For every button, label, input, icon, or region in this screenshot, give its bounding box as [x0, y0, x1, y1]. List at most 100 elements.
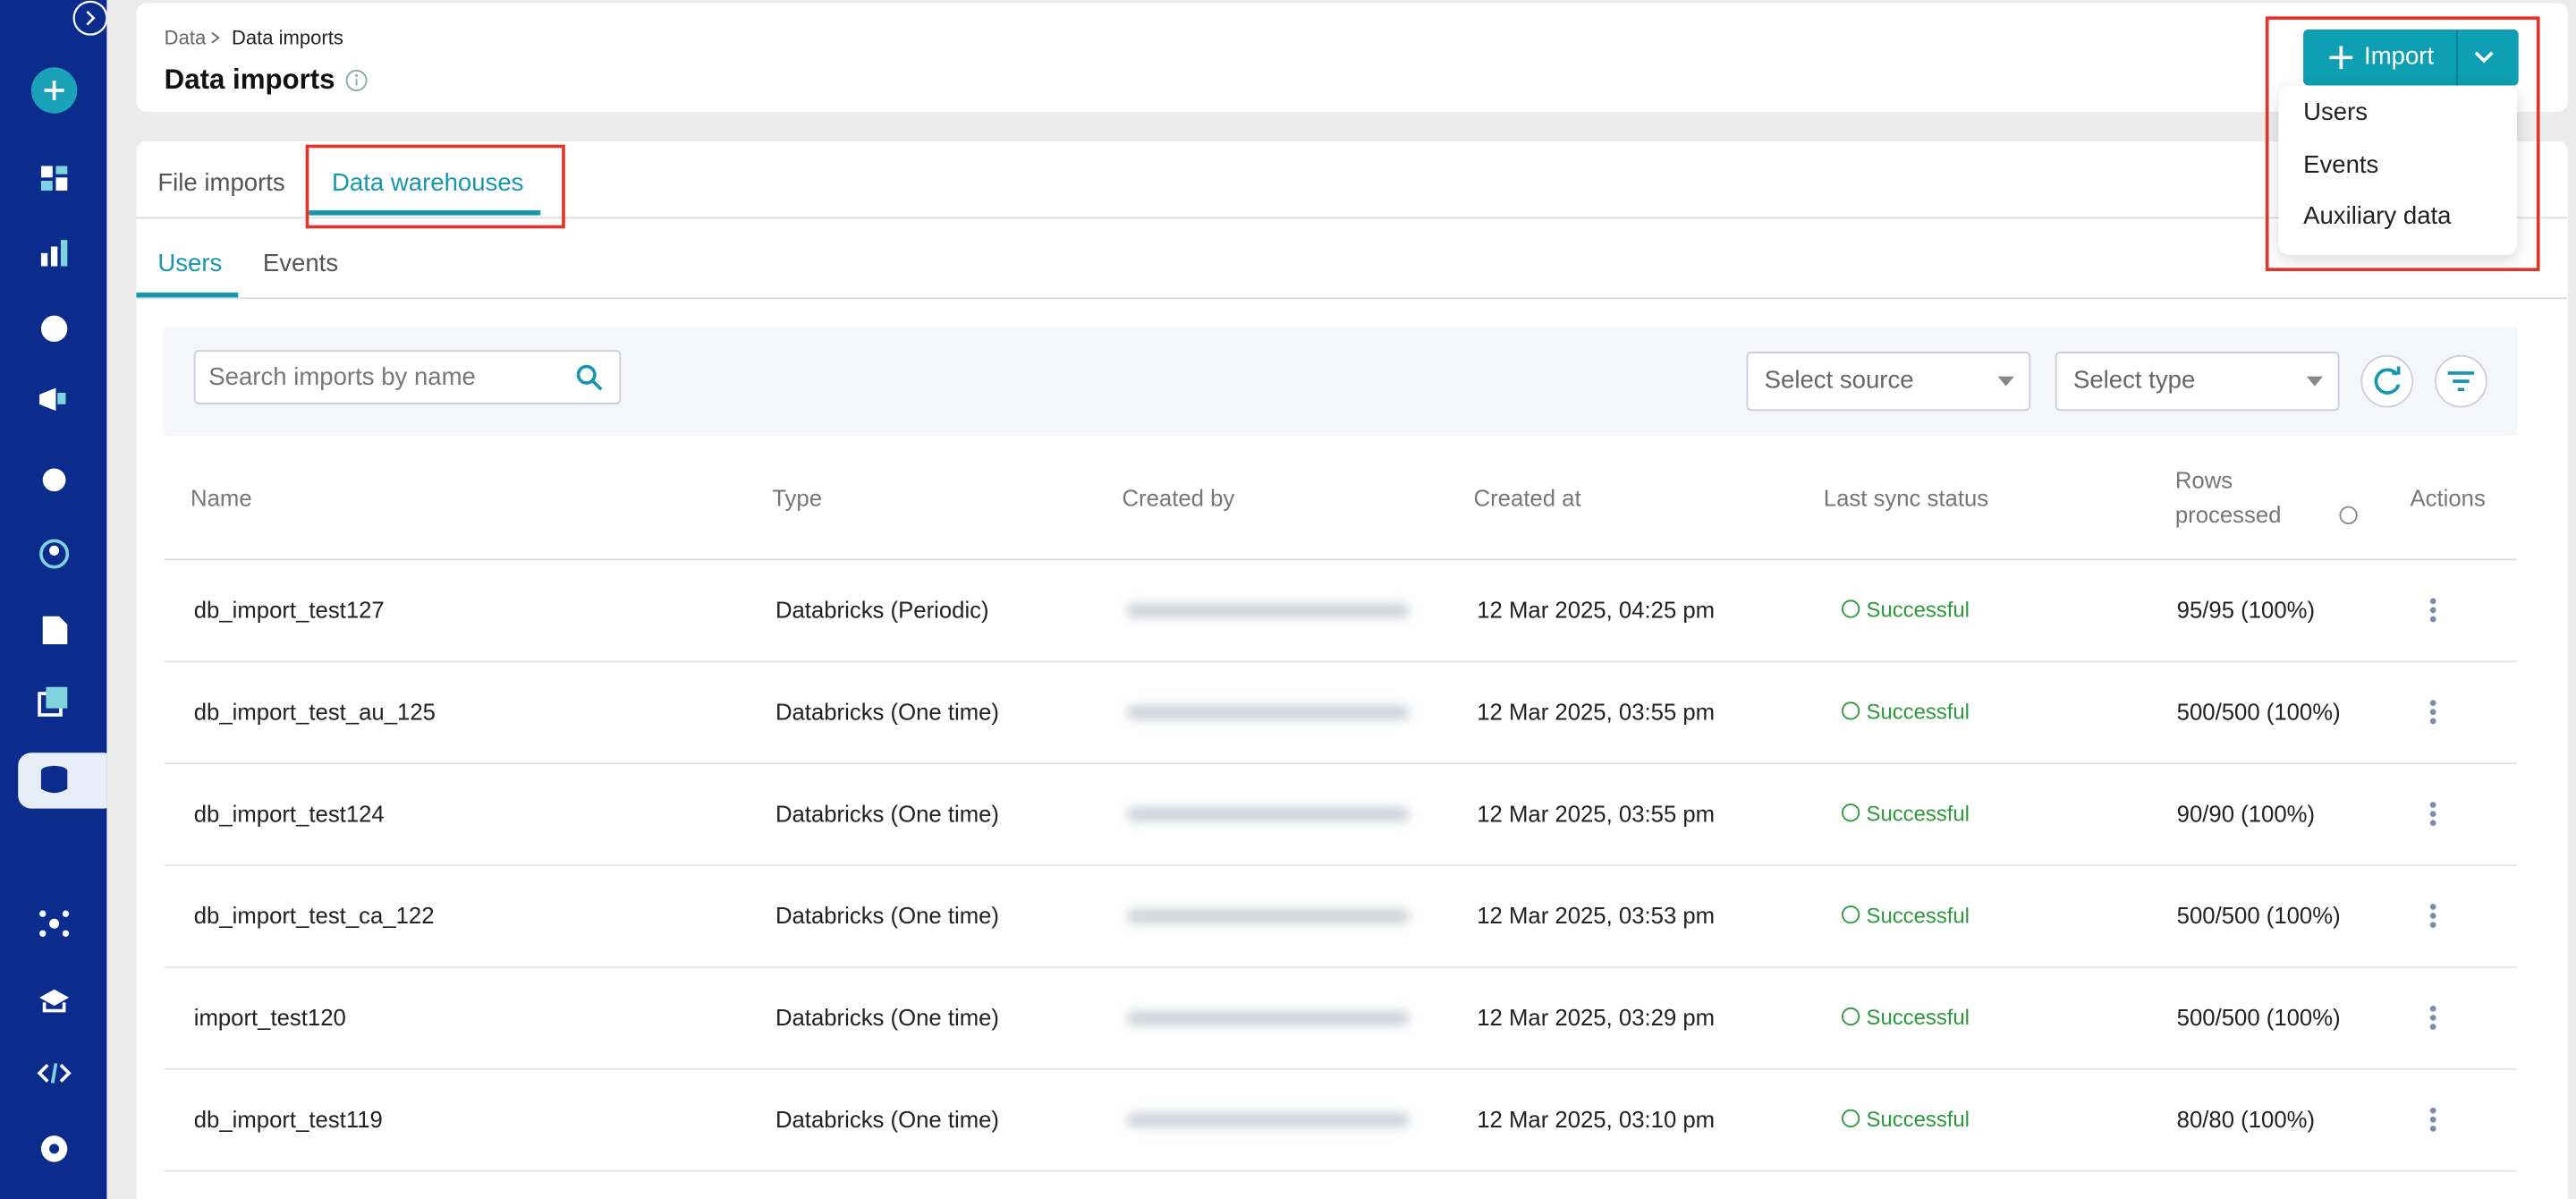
column-header: Created by [1122, 484, 1235, 512]
highlight-box [305, 144, 565, 229]
nav-icons[interactable] [37, 166, 72, 1162]
cell: db_import_test_au_125 [193, 698, 436, 726]
info-icon[interactable] [2339, 506, 2358, 524]
row-actions[interactable] [2429, 698, 2436, 726]
search-input[interactable] [193, 350, 622, 404]
status-icon [1841, 804, 1860, 822]
source-select[interactable] [1746, 352, 2031, 412]
highlight-box [2265, 16, 2540, 272]
cell: db_import_test119 [193, 1106, 383, 1133]
button-divider [2455, 30, 2458, 86]
info-icon[interactable] [343, 67, 369, 93]
row-actions[interactable] [2429, 1004, 2436, 1031]
menu-item[interactable]: Auxiliary data [2303, 201, 2452, 231]
column-header: Created at [1473, 484, 1581, 512]
column-header: Rows processed [2174, 466, 2282, 528]
row-actions[interactable] [2429, 1106, 2436, 1133]
cell: import_test120 [193, 1004, 346, 1031]
cell: Databricks (One time) [775, 1106, 1000, 1133]
status: Successful [1866, 1005, 1970, 1030]
plus-icon [2329, 46, 2353, 70]
cell: 12 Mar 2025, 03:53 pm [1477, 902, 1716, 929]
action-buttons[interactable] [2360, 353, 2491, 409]
tab-active[interactable]: Data warehouses [332, 169, 524, 198]
cell: Databricks (One time) [775, 1004, 1000, 1031]
redacted-email [1127, 704, 1410, 720]
status: Successful [1866, 801, 1970, 826]
cell: 12 Mar 2025, 03:55 pm [1477, 800, 1716, 827]
select-placeholder: Select source [1764, 366, 1914, 395]
status: Successful [1866, 699, 1970, 725]
caret [2306, 376, 2324, 387]
divider [136, 217, 2568, 219]
cell: 12 Mar 2025, 04:25 pm [1477, 596, 1716, 624]
redacted-email [1127, 908, 1410, 924]
row-actions[interactable] [2429, 800, 2436, 827]
subtab-underline [136, 292, 239, 298]
breadcrumb-current: Data imports [231, 26, 343, 50]
cell: 12 Mar 2025, 03:29 pm [1477, 1004, 1716, 1031]
status-icon [1841, 702, 1860, 720]
status-icon [1841, 600, 1860, 618]
type-select[interactable] [2055, 352, 2340, 412]
cell: 500/500 (100%) [2176, 902, 2341, 929]
row-divider [164, 762, 2517, 765]
subtab-active[interactable]: Users [157, 250, 223, 278]
status: Successful [1866, 1107, 1970, 1132]
caret [1997, 376, 2014, 387]
cell: 500/500 (100%) [2176, 1004, 2341, 1031]
cell: 90/90 (100%) [2176, 800, 2316, 827]
divider [164, 558, 2517, 561]
sidebar [0, 0, 117, 1199]
import-menu [2278, 85, 2517, 255]
cell: Databricks (One time) [775, 800, 1000, 827]
breadcrumb-link[interactable]: Data [164, 26, 207, 50]
header-card [136, 3, 2568, 112]
row-divider [164, 660, 2517, 663]
subtab[interactable]: Events [262, 250, 339, 278]
status-icon [1841, 906, 1860, 924]
tab[interactable]: File imports [157, 169, 285, 198]
redacted-email [1127, 1010, 1410, 1026]
redacted-email [1127, 1112, 1410, 1128]
search-placeholder: Search imports by name [208, 362, 476, 392]
menu-item[interactable]: Events [2303, 150, 2379, 180]
sidebar-icons [18, 0, 117, 1162]
search-icon[interactable] [575, 363, 605, 393]
cell: db_import_test_ca_122 [193, 902, 435, 929]
row-actions[interactable] [2429, 902, 2436, 929]
cell: db_import_test127 [193, 596, 385, 624]
redacted-email [1127, 806, 1410, 822]
row-actions[interactable] [2429, 596, 2436, 624]
column-header: Name [191, 484, 252, 512]
cell: 80/80 (100%) [2176, 1106, 2316, 1133]
menu-item[interactable]: Users [2303, 98, 2368, 127]
cell: 12 Mar 2025, 03:55 pm [1477, 698, 1716, 726]
collapse-button[interactable] [72, 0, 108, 36]
main-card [136, 140, 2568, 1199]
import-label[interactable]: Import [2364, 42, 2435, 71]
divider [136, 297, 2568, 300]
cell: 95/95 (100%) [2176, 596, 2316, 624]
column-header: Type [772, 484, 823, 512]
column-header: Last sync status [1823, 484, 1989, 512]
status: Successful [1866, 903, 1970, 928]
status-icon [1841, 1109, 1860, 1128]
status-icon [1841, 1007, 1860, 1026]
row-divider [164, 1169, 2517, 1172]
status: Successful [1866, 597, 1970, 623]
cell: Databricks (One time) [775, 698, 1000, 726]
breadcrumb-separator [211, 32, 220, 44]
column-header: Actions [2410, 484, 2486, 512]
cell: 12 Mar 2025, 03:10 pm [1477, 1106, 1716, 1133]
tab-underline [309, 210, 541, 216]
dropdown-caret[interactable] [2474, 51, 2494, 64]
redacted-email [1127, 603, 1410, 618]
row-divider [164, 1067, 2517, 1070]
row-divider [164, 864, 2517, 866]
select-placeholder: Select type [2072, 366, 2196, 395]
cell: Databricks (One time) [775, 902, 1000, 929]
cell: 500/500 (100%) [2176, 698, 2341, 726]
